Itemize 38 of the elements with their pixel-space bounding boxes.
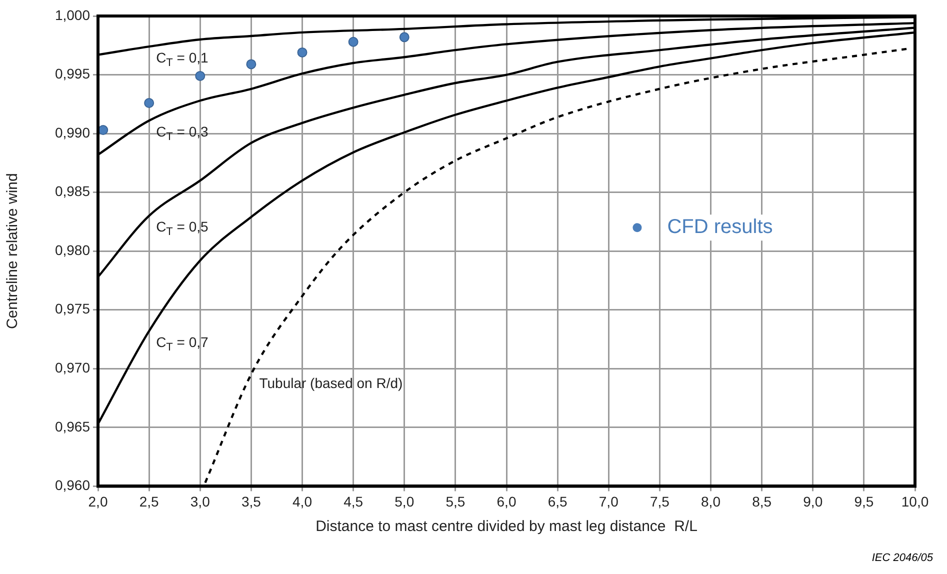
x-tick-label: 7,5: [650, 493, 670, 510]
x-tick-label: 3,0: [190, 493, 210, 510]
y-tick-label: 0,965: [54, 418, 90, 434]
point: [348, 36, 358, 47]
y-tick-label: 0,995: [54, 66, 90, 82]
x-tick-label: 2,0: [88, 493, 108, 510]
x-tick-label: 7,0: [598, 493, 619, 510]
point: [246, 59, 256, 70]
text: IEC 2046/05: [872, 552, 933, 564]
y-tick-label: 0,970: [54, 360, 90, 376]
x-tick-label: 6,5: [548, 493, 568, 510]
x-tick-label: 4,5: [344, 493, 364, 510]
point: [144, 98, 154, 108]
y-tick-label: 0,960: [54, 477, 90, 494]
x-tick-label: 9,5: [854, 493, 874, 510]
x-tick-label: 6,0: [496, 493, 516, 510]
x-tick-label: 8,5: [752, 493, 772, 510]
point: [98, 125, 108, 136]
x-tick-label: 4,0: [292, 493, 312, 510]
y-tick-label: 0,975: [54, 300, 90, 317]
y-tick-label: 0,980: [54, 242, 90, 258]
y-tick-label: 0,985: [54, 183, 90, 200]
y-tick-label: 1,000: [54, 6, 90, 23]
y-tick-label: 0,990: [54, 124, 90, 140]
x-tick-label: 10,0: [901, 493, 929, 510]
x-axis-title: Distance to mast centre divided by mast leg distance R/L: [316, 518, 698, 536]
x-tick-label: 5,0: [394, 493, 414, 510]
x-tick-label: 3,5: [241, 493, 262, 510]
x-tick-label: 9,0: [803, 493, 823, 510]
y-axis-title: Centreline relative wind: [4, 173, 22, 330]
x-tick-label: 2,5: [139, 493, 160, 510]
series-label: Tubular (based on R/d): [259, 375, 403, 392]
point: [399, 32, 410, 42]
legend-label: CFD results: [667, 216, 773, 238]
point: [195, 70, 206, 81]
x-tick-label: 5,5: [446, 493, 466, 510]
point: [297, 47, 308, 58]
x-tick-label: 8,0: [701, 493, 721, 510]
